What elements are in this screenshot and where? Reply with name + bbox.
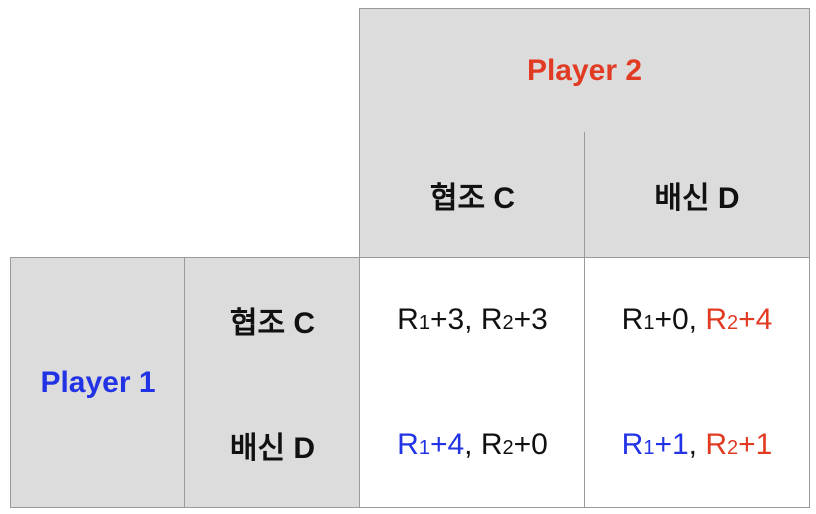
payoff-cell-cc: R1+3, R2+3 xyxy=(359,257,585,383)
p1-strategy-defect: 배신 D xyxy=(184,382,360,508)
payoff-text: R1+0, R2+4 xyxy=(621,303,773,336)
payoff-r1: R1+0 xyxy=(621,303,689,336)
payoff-cell-dd: R1+1, R2+1 xyxy=(584,382,810,508)
player2-label: Player 2 xyxy=(526,53,643,87)
p2-strategy-cooperate-label: 협조 C xyxy=(429,181,516,215)
player2-header: Player 2 xyxy=(359,8,810,133)
p2-strategy-defect-label: 배신 D xyxy=(654,181,740,215)
payoff-text: R1+4, R2+0 xyxy=(397,427,548,461)
p2-strategy-cooperate: 협조 C xyxy=(359,132,585,258)
player1-label: Player 1 xyxy=(40,365,156,399)
p1-strategy-cooperate: 협조 C xyxy=(184,257,360,383)
payoff-cell-dc: R1+4, R2+0 xyxy=(359,382,585,508)
p1-strategy-cooperate-label: 협조 C xyxy=(229,307,316,340)
payoff-r2: R2+0 xyxy=(480,427,548,461)
payoff-r2: R2+1 xyxy=(705,427,773,461)
payoff-cell-cd: R1+0, R2+4 xyxy=(584,257,810,383)
payoff-r2: R2+4 xyxy=(705,303,773,336)
p2-strategy-defect: 배신 D xyxy=(584,132,810,258)
player1-header: Player 1 xyxy=(10,257,185,508)
payoff-r1: R1+3 xyxy=(397,303,465,336)
payoff-text: R1+1, R2+1 xyxy=(621,427,773,461)
payoff-r2: R2+3 xyxy=(480,303,548,336)
payoff-r1: R1+1 xyxy=(621,427,689,461)
p1-strategy-defect-label: 배신 D xyxy=(229,431,316,465)
payoff-text: R1+3, R2+3 xyxy=(397,303,548,336)
payoff-r1: R1+4 xyxy=(397,427,465,461)
